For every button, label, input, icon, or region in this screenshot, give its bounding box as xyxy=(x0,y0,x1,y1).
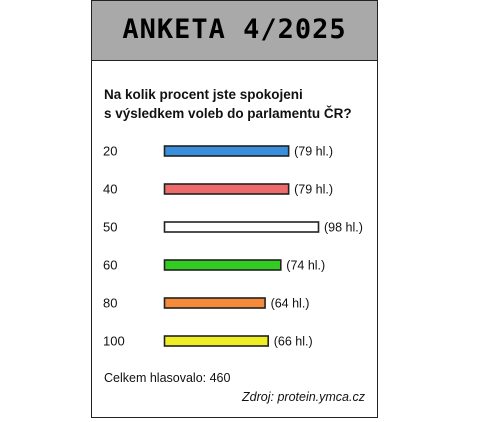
value-label-100: (66 hl.) xyxy=(274,335,313,349)
value-label-40: (79 hl.) xyxy=(294,183,333,197)
category-label-80: 80 xyxy=(103,296,117,311)
poll-title: ANKETA 4/2025 xyxy=(122,14,347,45)
category-label-40: 40 xyxy=(103,182,117,197)
value-label-50: (98 hl.) xyxy=(324,221,363,235)
category-label-60: 60 xyxy=(103,258,117,273)
value-label-80: (64 hl.) xyxy=(271,297,310,311)
bar-100 xyxy=(163,335,270,347)
title-band: ANKETA 4/2025 xyxy=(92,1,377,61)
category-label-100: 100 xyxy=(103,334,125,349)
category-label-50: 50 xyxy=(103,220,117,235)
question-line-1: Na kolik procent jste spokojeni xyxy=(104,87,303,102)
category-label-20: 20 xyxy=(103,144,117,159)
value-label-20: (79 hl.) xyxy=(294,145,333,159)
source-credit: Zdroj: protein.ymca.cz xyxy=(242,390,365,404)
bar-20 xyxy=(163,145,290,157)
value-label-60: (74 hl.) xyxy=(286,259,325,273)
poll-question: Na kolik procent jste spokojeni s výsled… xyxy=(104,85,374,123)
bar-50 xyxy=(163,221,320,233)
bar-40 xyxy=(163,183,290,195)
poll-card: ANKETA 4/2025 Na kolik procent jste spok… xyxy=(91,0,378,418)
question-line-2: s výsledkem voleb do parlamentu ČR? xyxy=(104,106,352,121)
bar-60 xyxy=(163,259,282,271)
bar-80 xyxy=(163,297,266,309)
total-votes: Celkem hlasovalo: 460 xyxy=(104,371,231,385)
